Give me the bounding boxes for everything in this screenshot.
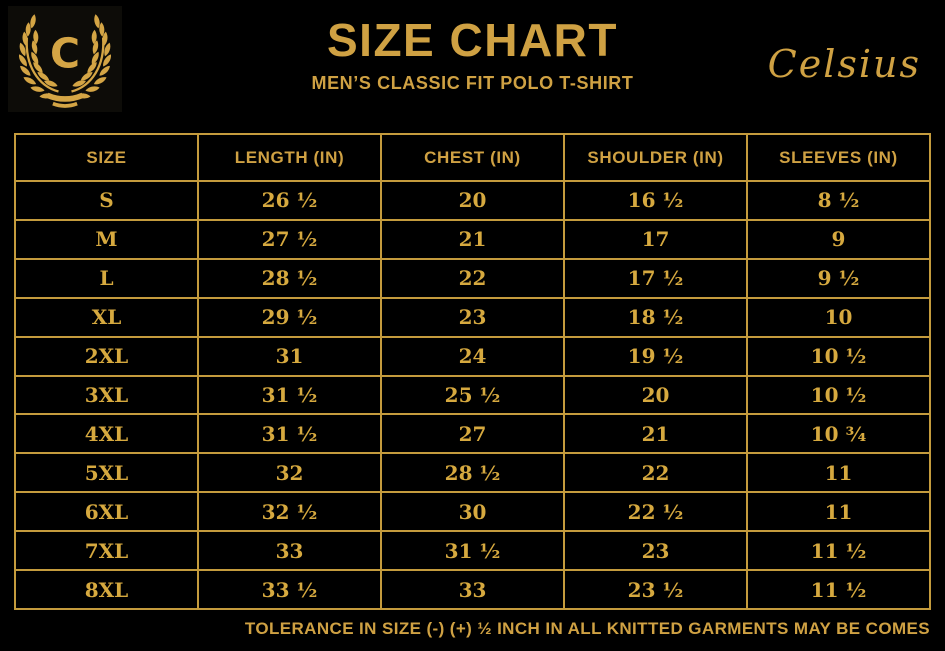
- table-row: 3XL 31 ½ 25 ½ 20 10 ½: [14, 374, 931, 416]
- cell-chest: 24: [380, 335, 565, 377]
- col-header-length: LENGTH (IN): [197, 133, 382, 182]
- cell-length: 31 ½: [197, 413, 382, 455]
- brand-crest-logo: C: [8, 6, 122, 112]
- cell-sleeves: 11 ½: [746, 530, 931, 572]
- cell-chest: 22: [380, 257, 565, 299]
- brand-wordmark: Celsius: [767, 42, 921, 86]
- cell-shoulder: 17: [563, 218, 748, 260]
- logo-letter: C: [50, 29, 80, 77]
- table-row: 5XL 32 28 ½ 22 11: [14, 452, 931, 494]
- cell-chest: 23: [380, 296, 565, 338]
- cell-chest: 31 ½: [380, 530, 565, 572]
- cell-length: 31 ½: [197, 374, 382, 416]
- col-header-sleeves: SLEEVES (IN): [746, 133, 931, 182]
- size-table: SIZE LENGTH (IN) CHEST (IN) SHOULDER (IN…: [14, 133, 931, 610]
- cell-length: 33: [197, 530, 382, 572]
- cell-sleeves: 9: [746, 218, 931, 260]
- table-row: L 28 ½ 22 17 ½ 9 ½: [14, 257, 931, 299]
- cell-shoulder: 19 ½: [563, 335, 748, 377]
- cell-size: 6XL: [14, 491, 199, 533]
- cell-length: 29 ½: [197, 296, 382, 338]
- cell-length: 32 ½: [197, 491, 382, 533]
- cell-size: 4XL: [14, 413, 199, 455]
- col-header-shoulder: SHOULDER (IN): [563, 133, 748, 182]
- cell-chest: 20: [380, 180, 565, 221]
- table-row: XL 29 ½ 23 18 ½ 10: [14, 296, 931, 338]
- table-header-row: SIZE LENGTH (IN) CHEST (IN) SHOULDER (IN…: [14, 133, 931, 182]
- cell-shoulder: 22: [563, 452, 748, 494]
- cell-chest: 25 ½: [380, 374, 565, 416]
- cell-length: 27 ½: [197, 218, 382, 260]
- cell-shoulder: 22 ½: [563, 491, 748, 533]
- cell-size: XL: [14, 296, 199, 338]
- page-subtitle: MEN’S CLASSIC FIT POLO T-SHIRT: [311, 72, 634, 93]
- cell-sleeves: 11: [746, 491, 931, 533]
- cell-shoulder: 20: [563, 374, 748, 416]
- table-row: 8XL 33 ½ 33 23 ½ 11 ½: [14, 569, 931, 610]
- cell-sleeves: 10 ¾: [746, 413, 931, 455]
- cell-sleeves: 10 ½: [746, 374, 931, 416]
- cell-chest: 27: [380, 413, 565, 455]
- cell-size: 5XL: [14, 452, 199, 494]
- cell-size: 3XL: [14, 374, 199, 416]
- cell-sleeves: 11 ½: [746, 569, 931, 610]
- cell-size: M: [14, 218, 199, 260]
- tolerance-note: TOLERANCE IN SIZE (-) (+) ½ INCH IN ALL …: [244, 619, 930, 638]
- cell-shoulder: 18 ½: [563, 296, 748, 338]
- cell-length: 33 ½: [197, 569, 382, 610]
- title-block: SIZE CHART MEN’S CLASSIC FIT POLO T-SHIR…: [0, 15, 945, 94]
- table-row: 6XL 32 ½ 30 22 ½ 11: [14, 491, 931, 533]
- laurel-wreath-icon: C: [16, 9, 118, 108]
- col-header-chest: CHEST (IN): [380, 133, 565, 182]
- cell-size: 2XL: [14, 335, 199, 377]
- cell-chest: 30: [380, 491, 565, 533]
- cell-size: 7XL: [14, 530, 199, 572]
- cell-shoulder: 23: [563, 530, 748, 572]
- table-row: S 26 ½ 20 16 ½ 8 ½: [14, 180, 931, 221]
- cell-chest: 21: [380, 218, 565, 260]
- cell-chest: 28 ½: [380, 452, 565, 494]
- cell-shoulder: 23 ½: [563, 569, 748, 610]
- cell-sleeves: 10 ½: [746, 335, 931, 377]
- cell-length: 31: [197, 335, 382, 377]
- cell-shoulder: 21: [563, 413, 748, 455]
- cell-shoulder: 17 ½: [563, 257, 748, 299]
- cell-chest: 33: [380, 569, 565, 610]
- cell-size: L: [14, 257, 199, 299]
- col-header-size: SIZE: [14, 133, 199, 182]
- table-row: 2XL 31 24 19 ½ 10 ½: [14, 335, 931, 377]
- cell-sleeves: 10: [746, 296, 931, 338]
- cell-length: 26 ½: [197, 180, 382, 221]
- cell-sleeves: 8 ½: [746, 180, 931, 221]
- page-title: SIZE CHART: [327, 14, 618, 66]
- table-row: 7XL 33 31 ½ 23 11 ½: [14, 530, 931, 572]
- table-row: 4XL 31 ½ 27 21 10 ¾: [14, 413, 931, 455]
- cell-shoulder: 16 ½: [563, 180, 748, 221]
- cell-sleeves: 9 ½: [746, 257, 931, 299]
- cell-size: 8XL: [14, 569, 199, 610]
- table-row: M 27 ½ 21 17 9: [14, 218, 931, 260]
- cell-length: 32: [197, 452, 382, 494]
- cell-size: S: [14, 180, 199, 221]
- cell-sleeves: 11: [746, 452, 931, 494]
- cell-length: 28 ½: [197, 257, 382, 299]
